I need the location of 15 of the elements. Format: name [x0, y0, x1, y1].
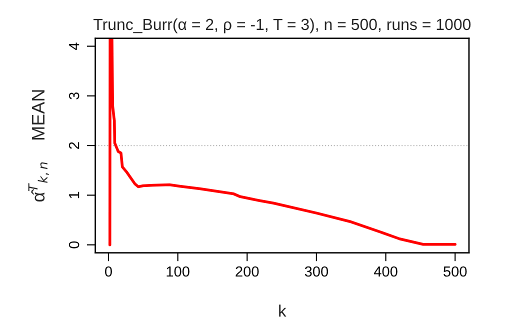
- x-axis-title: k: [279, 304, 286, 317]
- y-tick-label: 0: [68, 241, 80, 248]
- y-tick-label: 4: [69, 42, 80, 50]
- x-tick-label: 200: [236, 266, 259, 277]
- y-tick-label: 1: [69, 192, 80, 198]
- x-tick-label: 0: [105, 266, 112, 277]
- y-tick-label: 2: [68, 142, 80, 149]
- x-tick-label: 100: [166, 266, 190, 277]
- line-series: [108, 38, 456, 246]
- x-tick-label: 400: [374, 266, 398, 277]
- x-tick-label: 500: [444, 266, 467, 277]
- chart-title: Trunc_Burr(α = 2, ρ = -1, T = 3), n = 500, runs = 1000: [93, 18, 471, 34]
- y-tick-label: 3: [68, 92, 80, 100]
- x-tick-label: 300: [304, 266, 328, 277]
- text: α̂$^{T}$$_{k,n}$ MEAN: [28, 90, 49, 202]
